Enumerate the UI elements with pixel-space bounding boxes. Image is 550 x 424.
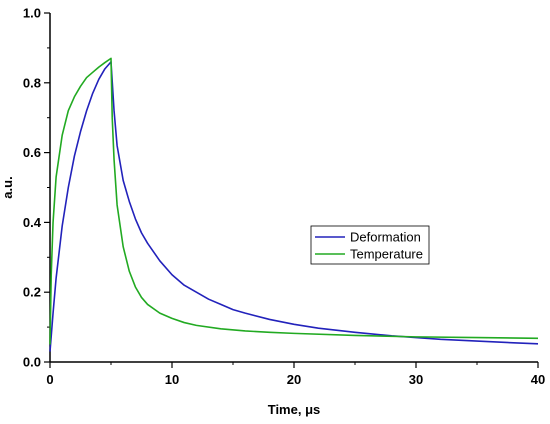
y-tick-label: 0.0 <box>23 355 41 370</box>
y-tick-label: 1.0 <box>23 6 41 21</box>
legend-label: Temperature <box>350 247 423 262</box>
y-tick-label: 0.6 <box>23 145 41 160</box>
series-line-deformation <box>49 61 539 352</box>
y-tick-label: 0.2 <box>23 285 41 300</box>
x-tick-label: 40 <box>531 372 545 387</box>
y-tick-label: 0.4 <box>23 215 42 230</box>
x-tick-label: 10 <box>165 372 179 387</box>
y-axis-label: a.u. <box>0 176 15 198</box>
legend-box <box>310 225 430 265</box>
series-layer <box>49 57 539 352</box>
x-tick-label: 0 <box>46 372 53 387</box>
axes: 0.0 0.2 0.4 0.6 0.8 1.0 0 10 20 30 40 <box>23 6 545 388</box>
legend-label: Deformation <box>350 230 421 245</box>
x-tick-label: 20 <box>287 372 301 387</box>
x-tick-label: 30 <box>409 372 423 387</box>
series-line-temperature <box>49 57 539 345</box>
x-axis-label: Time, μs <box>268 402 321 417</box>
legend: Deformation Temperature <box>310 225 430 265</box>
y-tick-label: 0.8 <box>23 75 41 90</box>
